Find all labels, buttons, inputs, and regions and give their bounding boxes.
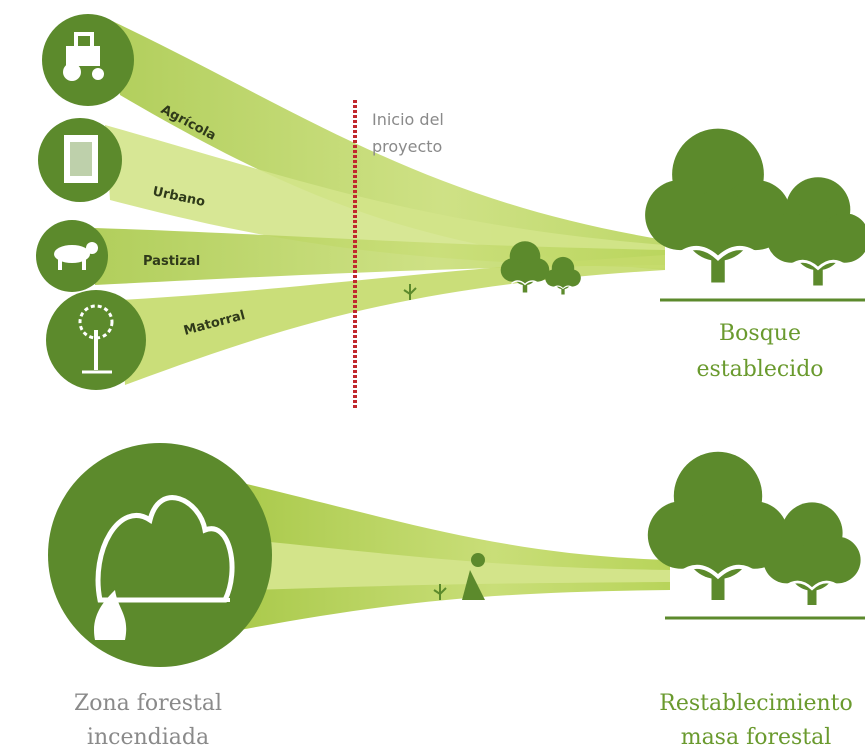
source-label: incendiada [87, 725, 209, 750]
infographic: Agrícola Urbano Pastizal Matorral Inicio… [0, 0, 865, 756]
outcome-label: masa forestal [681, 725, 832, 750]
outcome-label: Bosque [719, 321, 801, 346]
source-label: Zona forestal [74, 691, 222, 716]
source-label: Pastizal [143, 254, 200, 269]
marker-label: proyecto [372, 137, 442, 156]
bottom-funnel [48, 443, 865, 667]
marker-label: Inicio del [372, 110, 444, 129]
outcome-label: establecido [696, 357, 823, 382]
outcome-label: Restablecimiento [659, 691, 853, 716]
